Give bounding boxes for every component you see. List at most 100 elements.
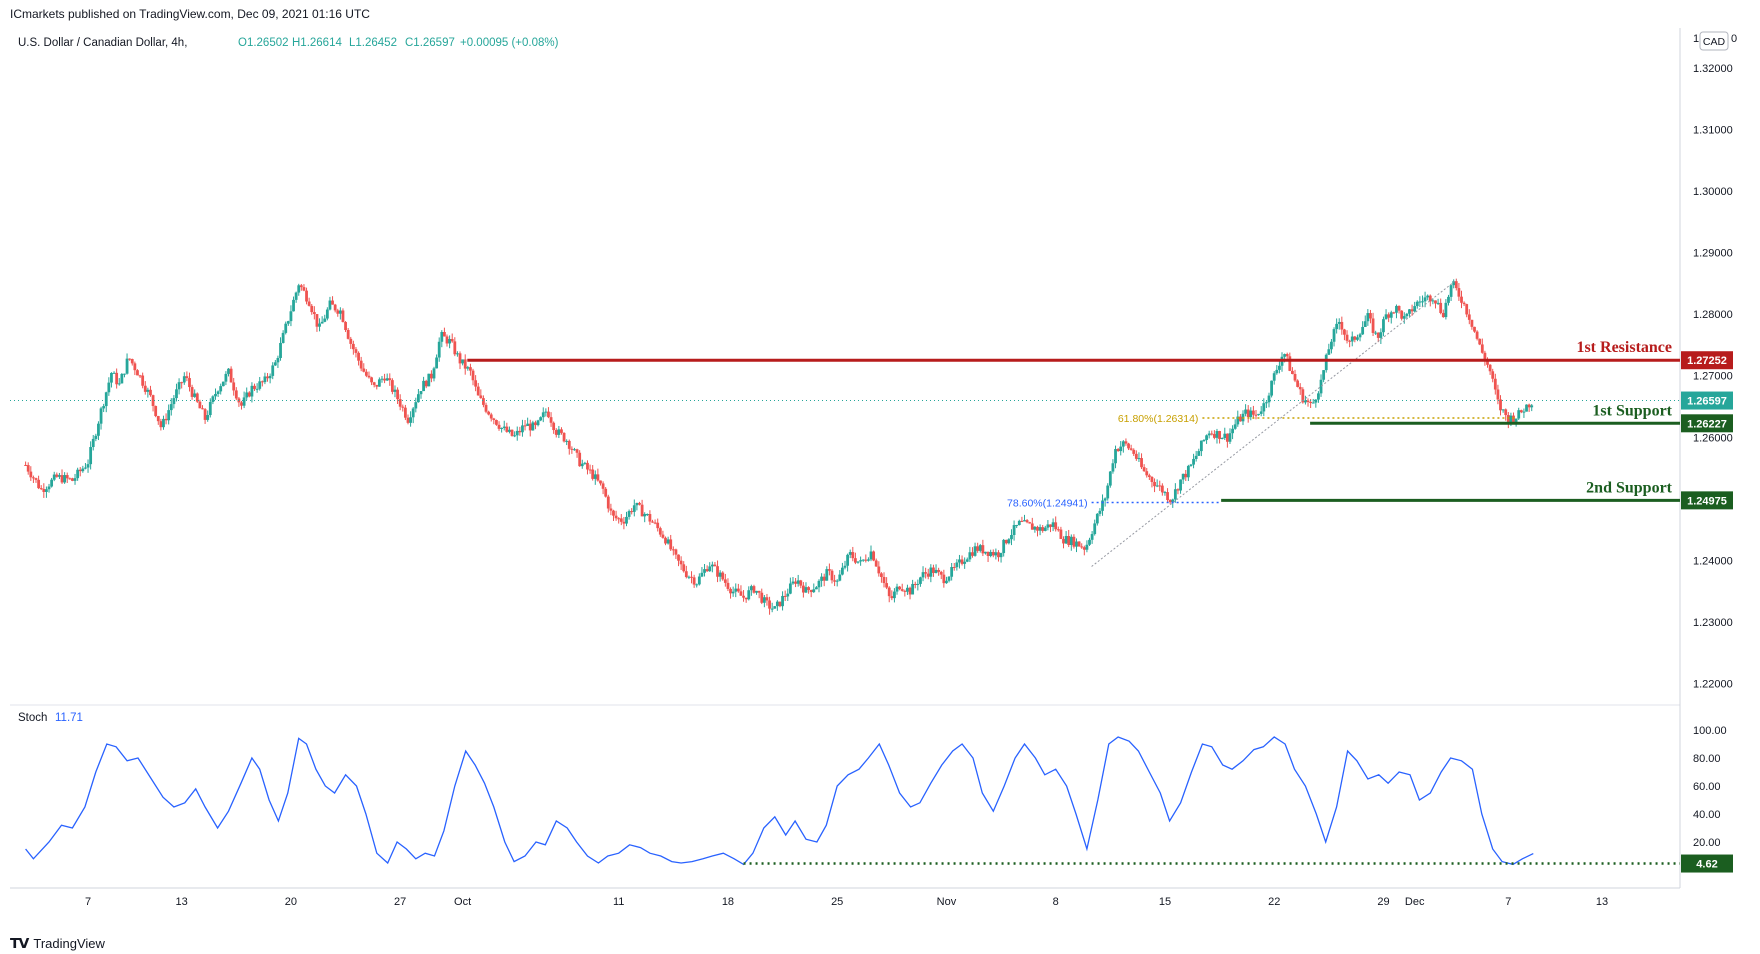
candle-body (479, 395, 483, 399)
candle-body (240, 402, 243, 406)
candle-body (1504, 409, 1508, 416)
candle-body (32, 477, 35, 479)
candle-body (190, 387, 194, 397)
candle-body (747, 590, 751, 600)
tradingview-logo[interactable]: 𝗧𝗩 TradingView (10, 935, 105, 952)
candle-body (536, 420, 540, 426)
candle-body (1488, 364, 1492, 372)
candle-body (42, 488, 46, 492)
candle-body (1194, 455, 1198, 459)
candle-body (1088, 539, 1091, 545)
candle-body (89, 447, 93, 465)
candle-body (208, 401, 212, 416)
price-tick-label: 1.27000 (1693, 371, 1733, 383)
candle-body (258, 381, 262, 389)
candle-body (268, 375, 272, 379)
candle-body (580, 463, 584, 467)
candle-body (435, 357, 439, 369)
candle-body (323, 318, 327, 322)
candle-body (1249, 410, 1253, 418)
candle-body (406, 417, 410, 423)
candle-body (1080, 546, 1084, 548)
candle-body (318, 323, 321, 327)
candle-body (1223, 433, 1227, 438)
currency-badge[interactable] (1699, 31, 1729, 51)
price-tick-label: 1.28000 (1693, 309, 1733, 321)
candle-body (830, 570, 834, 581)
candle-body (1210, 433, 1214, 435)
candle-body (193, 393, 197, 397)
candle-body (1176, 489, 1180, 491)
candle-body (606, 496, 610, 509)
candle-body (937, 569, 941, 572)
candle-body (911, 583, 915, 595)
time-tick-label: Nov (937, 896, 957, 908)
candle-body (333, 304, 337, 311)
candle-body (1127, 443, 1130, 449)
candle-body (104, 392, 108, 407)
candle-body (1043, 527, 1047, 531)
candle-body (242, 397, 246, 406)
candle-body (349, 338, 353, 344)
candle-body (255, 388, 259, 390)
candle-body (411, 408, 415, 418)
candle-body (1350, 336, 1354, 342)
candle-body (578, 452, 582, 467)
candle-body (1410, 309, 1414, 312)
candle-body (97, 423, 100, 436)
candle-body (885, 583, 889, 588)
candle-body (1522, 411, 1526, 413)
candle-body (279, 342, 282, 358)
candle-body (643, 514, 647, 517)
candle-body (1506, 415, 1510, 424)
level-tag-label: 1.27252 (1687, 355, 1727, 367)
candle-body (749, 586, 753, 591)
candle-body (682, 564, 686, 572)
candle-body (575, 449, 579, 453)
candle-body (565, 440, 569, 442)
candle-body (1023, 520, 1026, 522)
candle-body (1049, 524, 1052, 527)
candle-body (502, 426, 506, 428)
candle-body (981, 545, 985, 554)
candle-body (1046, 524, 1050, 528)
candle-body (557, 429, 561, 435)
candle-body (773, 606, 777, 609)
candle-body (609, 508, 613, 511)
axis-top-label-right: 0 (1731, 33, 1737, 45)
candle-body (921, 572, 925, 578)
candle-body (195, 393, 199, 402)
candle-body (1382, 319, 1385, 333)
candle-body (645, 514, 649, 516)
candle-body (1530, 405, 1534, 408)
candle-body (1413, 306, 1417, 312)
candle-body (926, 573, 930, 577)
candle-body (781, 595, 784, 607)
candle-body (1236, 416, 1240, 425)
candle-body (1306, 400, 1310, 402)
candle-body (375, 384, 379, 387)
candle-body (377, 379, 381, 387)
candle-body (1106, 485, 1110, 499)
candle-body (617, 518, 621, 520)
candle-body (492, 418, 496, 421)
candle-body (573, 449, 576, 451)
candle-body (778, 601, 782, 607)
candle-body (1020, 520, 1024, 522)
candle-body (495, 420, 498, 425)
candle-body (1015, 525, 1019, 527)
candle-body (1283, 354, 1287, 357)
candle-body (1304, 400, 1307, 403)
candle-body (1400, 310, 1404, 319)
candle-body (380, 378, 384, 380)
candle-body (635, 502, 639, 506)
candle-body (424, 380, 428, 387)
candle-body (1095, 513, 1099, 524)
candle-body (856, 561, 860, 563)
candle-body (1460, 296, 1463, 303)
candle-body (305, 290, 308, 302)
candle-body (687, 576, 691, 578)
stoch-title: Stoch (18, 712, 47, 724)
candle-body (703, 569, 706, 573)
